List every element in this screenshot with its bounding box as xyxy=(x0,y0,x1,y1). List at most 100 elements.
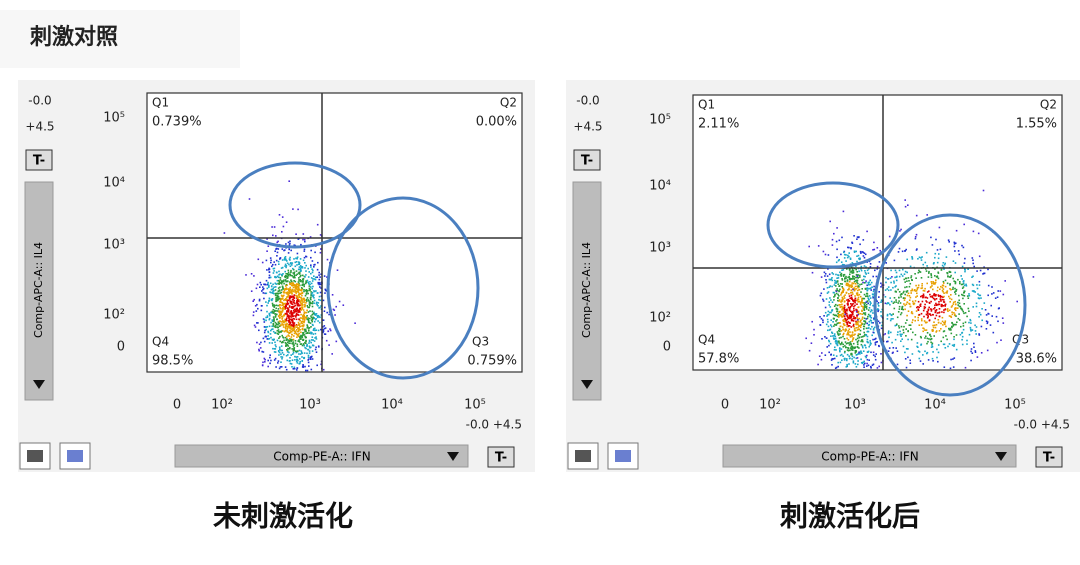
event-dot xyxy=(884,296,887,298)
y-parameter-selector[interactable]: Comp-APC-A:: IL4 xyxy=(24,181,54,401)
event-dot xyxy=(912,300,914,303)
event-dot xyxy=(279,273,281,275)
gate-icon[interactable] xyxy=(19,442,51,470)
event-dot xyxy=(930,338,933,340)
event-dot xyxy=(916,345,918,348)
plot-icon[interactable] xyxy=(59,442,91,470)
event-dot xyxy=(335,305,337,308)
event-dot xyxy=(291,280,293,283)
event-dot xyxy=(902,268,904,271)
event-dot xyxy=(841,236,843,239)
event-dot xyxy=(848,252,850,254)
event-dot xyxy=(289,273,291,276)
event-dot xyxy=(897,251,900,253)
event-dot xyxy=(844,330,847,332)
event-dot xyxy=(952,358,954,360)
event-dot xyxy=(886,288,889,290)
event-dot xyxy=(314,278,317,281)
event-dot xyxy=(855,350,857,352)
event-dot xyxy=(276,294,279,297)
event-dot xyxy=(308,300,310,302)
event-dot xyxy=(835,273,837,276)
event-dot xyxy=(852,342,855,345)
event-dot xyxy=(276,251,279,254)
x-transform-button[interactable]: T- xyxy=(1035,446,1063,468)
event-dot xyxy=(910,290,912,292)
event-dot xyxy=(310,368,313,371)
event-dot xyxy=(836,344,839,346)
event-dot xyxy=(831,332,834,334)
event-dot xyxy=(862,307,865,310)
event-dot xyxy=(289,329,291,332)
event-dot xyxy=(930,274,933,277)
event-dot xyxy=(837,329,840,332)
event-dot xyxy=(275,366,277,368)
event-dot xyxy=(283,258,286,260)
event-dot xyxy=(953,338,955,341)
event-dot xyxy=(844,312,847,314)
event-dot xyxy=(940,295,943,298)
event-dot xyxy=(287,334,290,336)
event-dot xyxy=(863,328,865,330)
event-dot xyxy=(310,266,312,268)
event-dot xyxy=(824,275,826,277)
event-dot xyxy=(304,294,307,297)
event-dot xyxy=(924,303,926,306)
event-dot xyxy=(291,333,293,336)
event-dot xyxy=(887,302,889,304)
event-dot xyxy=(864,355,867,358)
x-tick-label: 10⁴ xyxy=(924,398,946,413)
event-dot xyxy=(290,316,293,318)
event-dot xyxy=(817,363,819,366)
event-dot xyxy=(852,277,854,279)
event-dot xyxy=(309,356,312,359)
x-parameter-selector[interactable]: Comp-PE-A:: IFN xyxy=(174,444,469,468)
event-dot xyxy=(311,317,314,320)
event-dot xyxy=(293,244,295,246)
event-dot xyxy=(898,305,901,308)
x-transform-button[interactable]: T- xyxy=(487,446,515,468)
event-dot xyxy=(258,298,261,301)
button-box xyxy=(487,446,515,468)
event-dot xyxy=(884,302,887,305)
event-dot xyxy=(907,338,909,341)
event-dot xyxy=(927,309,930,312)
event-dot xyxy=(305,317,307,320)
y-tick-label: 0 xyxy=(117,340,125,355)
plot-icon[interactable] xyxy=(607,442,639,470)
event-dot xyxy=(917,286,920,289)
y-transform-button[interactable]: T- xyxy=(25,149,53,171)
event-dot xyxy=(272,304,274,306)
gate-icon[interactable] xyxy=(567,442,599,470)
event-dot xyxy=(980,352,983,354)
event-dot xyxy=(293,348,295,350)
event-dot xyxy=(954,303,957,306)
x-parameter-selector[interactable]: Comp-PE-A:: IFN xyxy=(722,444,1017,468)
event-dot xyxy=(838,311,840,313)
event-dot xyxy=(898,275,901,278)
event-dot xyxy=(279,300,282,302)
icon-glyph xyxy=(575,450,591,462)
event-dot xyxy=(296,264,298,266)
x-tick-label: 10⁵ xyxy=(464,398,486,413)
event-dot xyxy=(280,301,282,303)
event-dot xyxy=(306,315,308,317)
event-dot xyxy=(856,314,858,317)
event-dot xyxy=(852,311,854,313)
event-dot xyxy=(846,315,848,317)
event-dot xyxy=(289,300,291,302)
event-dot xyxy=(305,292,308,295)
event-dot xyxy=(953,280,955,282)
event-dot xyxy=(890,269,892,272)
event-dot xyxy=(297,283,299,285)
event-dot xyxy=(838,327,840,330)
event-dot xyxy=(857,343,859,345)
event-dot xyxy=(281,330,284,332)
event-dot xyxy=(851,313,854,315)
event-dot xyxy=(287,291,290,293)
event-dot xyxy=(836,342,839,344)
event-dot xyxy=(911,311,913,313)
event-dot xyxy=(294,265,297,268)
y-parameter-selector[interactable]: Comp-APC-A:: IL4 xyxy=(572,181,602,401)
y-transform-button[interactable]: T- xyxy=(573,149,601,171)
